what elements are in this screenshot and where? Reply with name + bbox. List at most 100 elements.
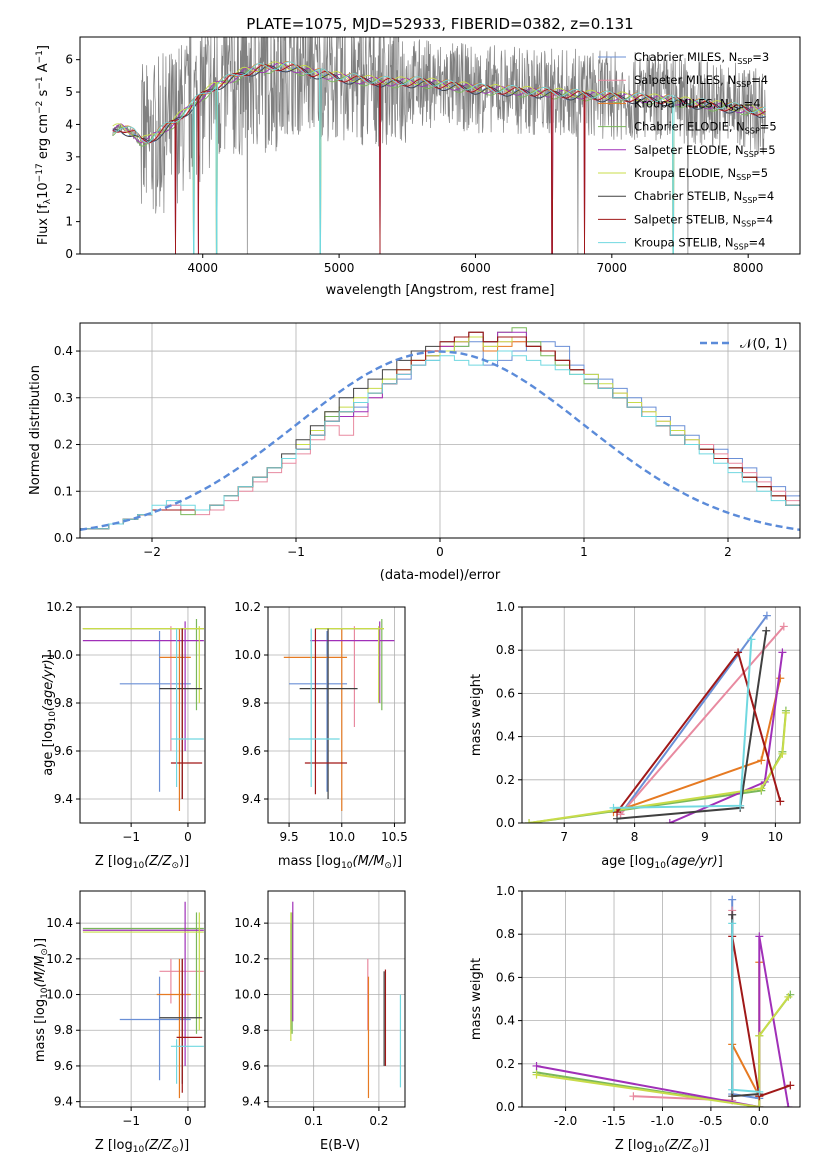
histogram-step-salpeter-miles bbox=[80, 331, 800, 530]
x-tick-label: -2.0 bbox=[554, 1114, 577, 1128]
y-tick-label: 10.2 bbox=[234, 600, 261, 614]
y-tick-label: 0.2 bbox=[496, 773, 515, 787]
plus-marker bbox=[757, 784, 766, 793]
model-spectrum-salpeter-elodie bbox=[112, 62, 766, 254]
plus-marker bbox=[613, 808, 622, 817]
x-axis-label: Z [log10(Z/Z⊙)] bbox=[95, 1138, 189, 1155]
x-axis-label: (data-model)/error bbox=[380, 568, 501, 583]
x-tick-label: -0.5 bbox=[699, 1114, 722, 1128]
observed-spectrum-line bbox=[112, 37, 766, 254]
y-tick-label: 1 bbox=[65, 215, 73, 229]
y-tick-label: 10.2 bbox=[46, 600, 73, 614]
plus-marker bbox=[762, 611, 771, 620]
x-tick-label: −1 bbox=[122, 830, 140, 844]
y-tick-label: 9.6 bbox=[54, 744, 73, 758]
plus-marker bbox=[609, 803, 618, 812]
y-tick-label: 9.6 bbox=[242, 744, 261, 758]
y-tick-label: 0.3 bbox=[54, 391, 73, 405]
plus-marker bbox=[728, 895, 737, 904]
spectrum-legend: Chabrier MILES, NSSP=3 Salpeter MILES, NS… bbox=[598, 50, 777, 252]
y-tick-label: 0.4 bbox=[54, 344, 73, 358]
x-tick-label: 0 bbox=[436, 545, 444, 559]
y-tick-label: 10.0 bbox=[234, 648, 261, 662]
histogram-step-chabrier-elodie bbox=[80, 327, 800, 530]
plus-marker bbox=[728, 910, 737, 919]
histogram-step-salpeter-elodie bbox=[80, 331, 800, 530]
histogram-step-kroupa-elodie bbox=[80, 336, 800, 530]
y-tick-label: 10.2 bbox=[234, 952, 261, 966]
axes-frame bbox=[267, 606, 406, 824]
histogram-plot bbox=[80, 327, 800, 531]
plus-marker bbox=[776, 674, 785, 683]
x-tick-label: 10.0 bbox=[328, 830, 355, 844]
y-tick-label: 0.6 bbox=[496, 686, 515, 700]
plus-marker bbox=[779, 622, 788, 631]
axes-5: −1 0 9.4 9.6 9.8 10.0 10.2 10.4 bbox=[46, 891, 205, 1128]
axes-frame bbox=[79, 322, 801, 539]
y-tick-label: 0.1 bbox=[54, 484, 73, 498]
x-tick-label: 10.5 bbox=[381, 830, 408, 844]
model-spectrum-chabrier-stelib bbox=[112, 65, 766, 142]
plus-marker bbox=[728, 1085, 737, 1094]
x-tick-label: -1.0 bbox=[651, 1114, 674, 1128]
y-tick-label: 10.4 bbox=[46, 916, 73, 930]
axes-frame bbox=[79, 36, 801, 255]
y-tick-label: 0.4 bbox=[496, 730, 515, 744]
y-tick-label: 9.4 bbox=[242, 1095, 261, 1109]
x-tick-label: 2 bbox=[724, 545, 732, 559]
legend-label: 𝒩(0, 1) bbox=[740, 337, 787, 352]
y-tick-label: 4 bbox=[65, 117, 73, 131]
y-tick-label: 10.0 bbox=[234, 988, 261, 1002]
axes-frame bbox=[521, 890, 801, 1108]
x-tick-label: 8 bbox=[631, 830, 639, 844]
mass-weight-line bbox=[536, 996, 790, 1107]
mass-weight-line bbox=[633, 910, 734, 1102]
plus-marker bbox=[747, 635, 756, 644]
plus-marker bbox=[784, 992, 793, 1001]
plus-marker bbox=[532, 1070, 541, 1079]
axes-2: −1 0 9.4 9.6 9.8 10.0 10.2 bbox=[46, 600, 205, 844]
axes-frame bbox=[267, 890, 406, 1108]
axes-frame bbox=[521, 606, 801, 824]
plus-marker bbox=[762, 626, 771, 635]
mass-weight-plot bbox=[532, 895, 795, 1107]
x-tick-label: 1 bbox=[580, 545, 588, 559]
plus-marker bbox=[786, 1081, 795, 1090]
plus-marker bbox=[778, 648, 787, 657]
y-tick-label: 5 bbox=[65, 85, 73, 99]
x-tick-label: -1.5 bbox=[602, 1114, 625, 1128]
histogram-legend: 𝒩(0, 1) bbox=[700, 337, 787, 352]
y-tick-label: 3 bbox=[65, 150, 73, 164]
spectrum-plot bbox=[112, 37, 766, 254]
x-tick-label: −1 bbox=[287, 545, 305, 559]
x-tick-label: −2 bbox=[143, 545, 161, 559]
plus-marker bbox=[755, 1031, 764, 1040]
x-tick-label: −1 bbox=[122, 1114, 140, 1128]
y-tick-label: 9.8 bbox=[242, 696, 261, 710]
x-tick-label: 0 bbox=[184, 830, 192, 844]
model-spectrum-salpeter-stelib bbox=[112, 64, 766, 254]
legend-label: Salpeter STELIB, NSSP=4 bbox=[634, 212, 773, 228]
y-tick-label: 0.8 bbox=[496, 643, 515, 657]
y-tick-label: 0.8 bbox=[496, 927, 515, 941]
axes-1: −2 −1 0 1 2 0.0 0.1 0.2 0.3 0.4 bbox=[54, 323, 800, 559]
mass-weight-plot bbox=[525, 611, 790, 823]
x-axis-label: Z [log10(Z/Z⊙)] bbox=[95, 854, 189, 871]
y-axis-label: Normed distribution bbox=[28, 365, 43, 495]
x-tick-label: 10 bbox=[768, 830, 783, 844]
y-axis-label: mass weight bbox=[469, 958, 484, 1040]
x-axis-label: wavelength [Angstrom, rest frame] bbox=[326, 283, 555, 298]
mass-weight-line bbox=[619, 625, 785, 816]
y-tick-label: 0.6 bbox=[496, 970, 515, 984]
legend-label: Chabrier ELODIE, NSSP=5 bbox=[634, 120, 777, 136]
axes-0: 4000 5000 6000 7000 8000 0 1 2 3 4 5 6 bbox=[65, 53, 763, 275]
y-tick-label: 9.4 bbox=[242, 792, 261, 806]
legend-label: Kroupa ELODIE, NSSP=5 bbox=[634, 166, 768, 182]
histogram-step-kroupa-miles bbox=[80, 336, 800, 530]
axes-frame bbox=[79, 890, 206, 1108]
legend-label: Chabrier MILES, NSSP=3 bbox=[634, 50, 769, 66]
x-tick-label: 8000 bbox=[733, 261, 764, 275]
legend-label: Chabrier STELIB, NSSP=4 bbox=[634, 189, 774, 205]
x-tick-label: 6000 bbox=[460, 261, 491, 275]
y-tick-label: 0.2 bbox=[54, 438, 73, 452]
